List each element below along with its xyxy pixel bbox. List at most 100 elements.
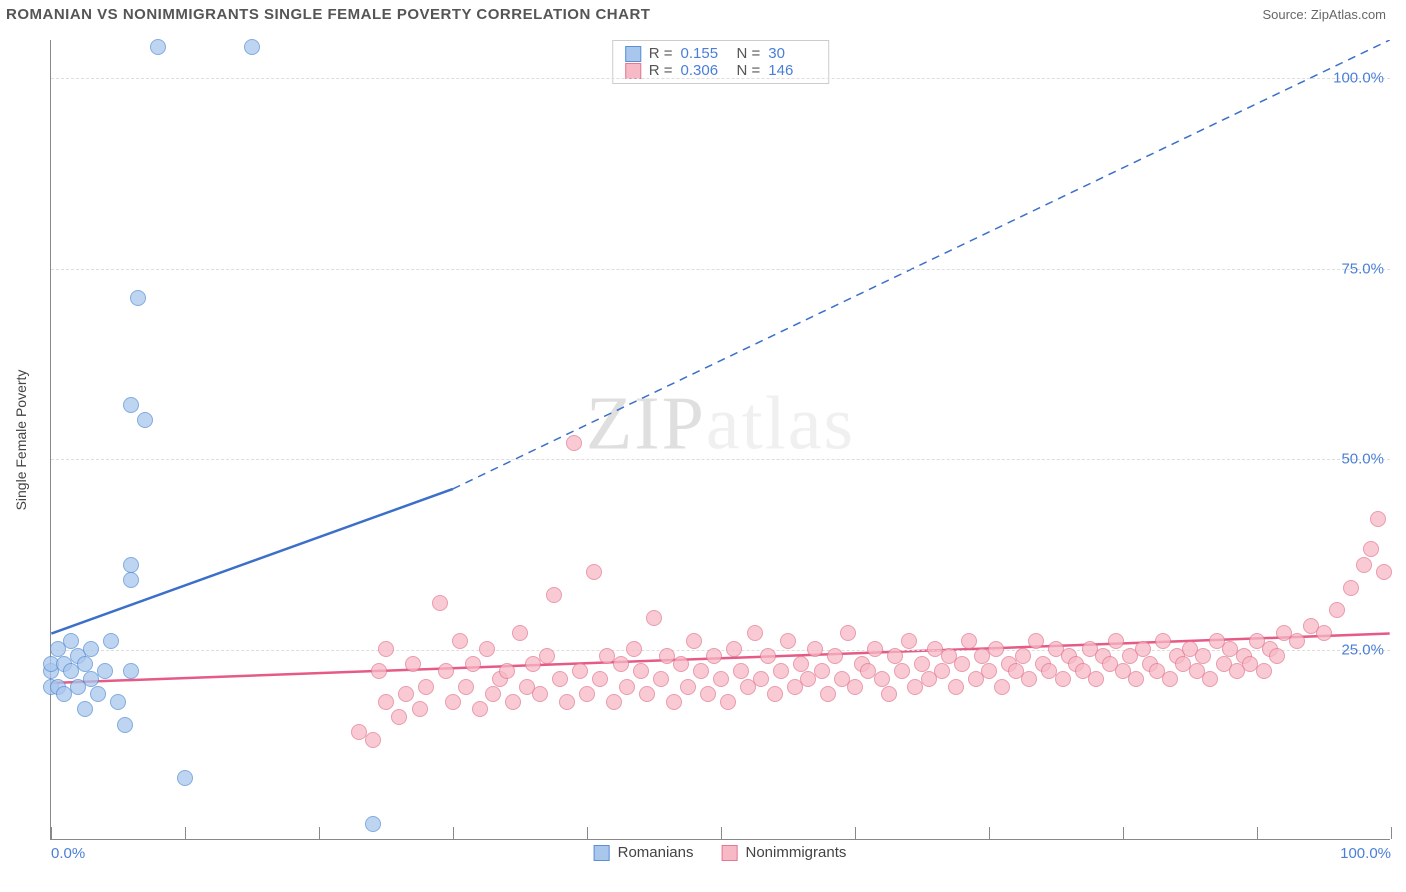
gridline-h [51, 269, 1390, 270]
data-point-nonimmigrants [894, 663, 910, 679]
data-point-nonimmigrants [499, 663, 515, 679]
data-point-nonimmigrants [485, 686, 501, 702]
data-point-romanians [123, 663, 139, 679]
y-axis-label: Single Female Poverty [13, 369, 29, 510]
data-point-nonimmigrants [586, 564, 602, 580]
data-point-nonimmigrants [680, 679, 696, 695]
stat-n-value: 146 [768, 62, 816, 79]
stat-r-value: 0.306 [681, 62, 729, 79]
data-point-nonimmigrants [767, 686, 783, 702]
x-tick [185, 827, 186, 839]
data-point-nonimmigrants [1108, 633, 1124, 649]
data-point-nonimmigrants [807, 641, 823, 657]
stat-n-label: N = [737, 45, 761, 62]
data-point-nonimmigrants [391, 709, 407, 725]
data-point-romanians [177, 770, 193, 786]
legend-label: Romanians [618, 844, 694, 861]
data-point-nonimmigrants [572, 663, 588, 679]
data-point-nonimmigrants [539, 648, 555, 664]
data-point-nonimmigrants [653, 671, 669, 687]
data-point-nonimmigrants [713, 671, 729, 687]
x-tick [51, 827, 52, 839]
stat-r-value: 0.155 [681, 45, 729, 62]
data-point-nonimmigrants [847, 679, 863, 695]
data-point-romanians [77, 701, 93, 717]
data-point-nonimmigrants [994, 679, 1010, 695]
data-point-nonimmigrants [874, 671, 890, 687]
data-point-nonimmigrants [532, 686, 548, 702]
data-point-nonimmigrants [666, 694, 682, 710]
plot-region: Single Female Poverty ZIPatlas R =0.155N… [50, 40, 1390, 840]
stats-row-romanians: R =0.155N =30 [625, 45, 817, 62]
data-point-nonimmigrants [613, 656, 629, 672]
gridline-h [51, 78, 1390, 79]
data-point-nonimmigrants [472, 701, 488, 717]
data-point-nonimmigrants [1021, 671, 1037, 687]
data-point-nonimmigrants [559, 694, 575, 710]
data-point-nonimmigrants [1088, 671, 1104, 687]
data-point-nonimmigrants [592, 671, 608, 687]
data-point-nonimmigrants [458, 679, 474, 695]
data-point-romanians [63, 633, 79, 649]
data-point-nonimmigrants [566, 435, 582, 451]
chart-area: Single Female Poverty ZIPatlas R =0.155N… [50, 40, 1390, 840]
data-point-nonimmigrants [720, 694, 736, 710]
y-tick-label: 25.0% [1341, 641, 1384, 658]
data-point-nonimmigrants [1370, 511, 1386, 527]
data-point-nonimmigrants [579, 686, 595, 702]
x-tick [1123, 827, 1124, 839]
data-point-nonimmigrants [505, 694, 521, 710]
data-point-nonimmigrants [820, 686, 836, 702]
stat-r-label: R = [649, 45, 673, 62]
data-point-nonimmigrants [432, 595, 448, 611]
x-tick-label: 100.0% [1340, 845, 1391, 862]
data-point-nonimmigrants [378, 641, 394, 657]
data-point-nonimmigrants [365, 732, 381, 748]
data-point-nonimmigrants [606, 694, 622, 710]
data-point-nonimmigrants [465, 656, 481, 672]
data-point-nonimmigrants [700, 686, 716, 702]
data-point-nonimmigrants [1376, 564, 1392, 580]
legend-label: Nonimmigrants [746, 844, 847, 861]
data-point-romanians [103, 633, 119, 649]
data-point-nonimmigrants [1055, 671, 1071, 687]
data-point-nonimmigrants [840, 625, 856, 641]
data-point-nonimmigrants [1202, 671, 1218, 687]
data-point-nonimmigrants [1015, 648, 1031, 664]
stat-r-label: R = [649, 62, 673, 79]
data-point-nonimmigrants [1356, 557, 1372, 573]
data-point-romanians [123, 572, 139, 588]
stat-n-label: N = [737, 62, 761, 79]
data-point-nonimmigrants [1162, 671, 1178, 687]
data-point-nonimmigrants [445, 694, 461, 710]
data-point-nonimmigrants [1269, 648, 1285, 664]
y-tick-label: 100.0% [1333, 70, 1384, 87]
trendlines-svg [51, 40, 1390, 839]
data-point-nonimmigrants [633, 663, 649, 679]
x-tick [587, 827, 588, 839]
swatch-icon [625, 63, 641, 79]
x-tick [453, 827, 454, 839]
y-tick-label: 50.0% [1341, 451, 1384, 468]
stats-row-nonimmigrants: R = 0.306 N = 146 [625, 62, 817, 79]
data-point-nonimmigrants [954, 656, 970, 672]
data-point-nonimmigrants [646, 610, 662, 626]
data-point-nonimmigrants [793, 656, 809, 672]
data-point-romanians [83, 641, 99, 657]
data-point-nonimmigrants [1195, 648, 1211, 664]
data-point-nonimmigrants [760, 648, 776, 664]
data-point-nonimmigrants [914, 656, 930, 672]
data-point-nonimmigrants [438, 663, 454, 679]
data-point-nonimmigrants [988, 641, 1004, 657]
data-point-nonimmigrants [773, 663, 789, 679]
data-point-nonimmigrants [626, 641, 642, 657]
data-point-nonimmigrants [961, 633, 977, 649]
data-point-nonimmigrants [619, 679, 635, 695]
data-point-nonimmigrants [1363, 541, 1379, 557]
data-point-nonimmigrants [398, 686, 414, 702]
legend-item-nonimmigrants: Nonimmigrants [722, 844, 847, 861]
data-point-nonimmigrants [686, 633, 702, 649]
data-point-nonimmigrants [552, 671, 568, 687]
swatch-icon [594, 845, 610, 861]
data-point-nonimmigrants [405, 656, 421, 672]
